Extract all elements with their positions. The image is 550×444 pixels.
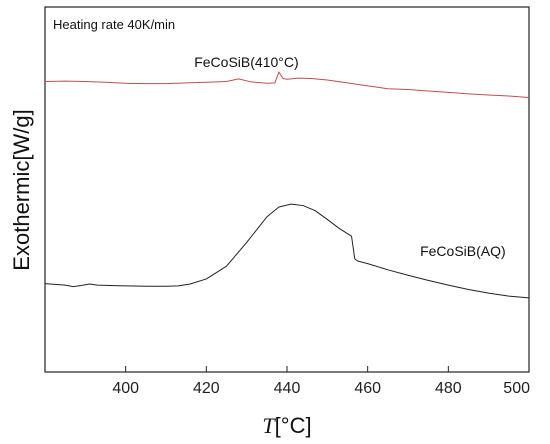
series-label-annealed: FeCoSiB(410°C) (194, 54, 298, 70)
x-axis-title-symbol: T (262, 413, 276, 438)
x-tick-label: 480 (435, 380, 462, 397)
series-label-as-quenched: FeCoSiB(AQ) (420, 243, 506, 259)
x-axis-title-unit: [°C] (275, 413, 312, 438)
heating-rate-annotation: Heating rate 40K/min (53, 17, 175, 32)
x-tick-label: 400 (112, 380, 139, 397)
x-tick-label: 420 (193, 380, 220, 397)
y-axis-title: Exothermic[W/g] (9, 109, 34, 270)
x-tick-label: 460 (354, 380, 381, 397)
x-tick-label: 440 (274, 380, 301, 397)
x-axis-title: T[°C] (262, 413, 311, 438)
series-layer (44, 71, 530, 299)
x-axis-ticks: 400 420 440 460 480 500 (112, 366, 530, 397)
series-line-as-quenched (44, 203, 530, 299)
series-line-annealed (44, 71, 530, 99)
x-tick-label: 500 (503, 380, 530, 397)
series-labels: FeCoSiB(410°C) FeCoSiB(AQ) (194, 54, 505, 259)
